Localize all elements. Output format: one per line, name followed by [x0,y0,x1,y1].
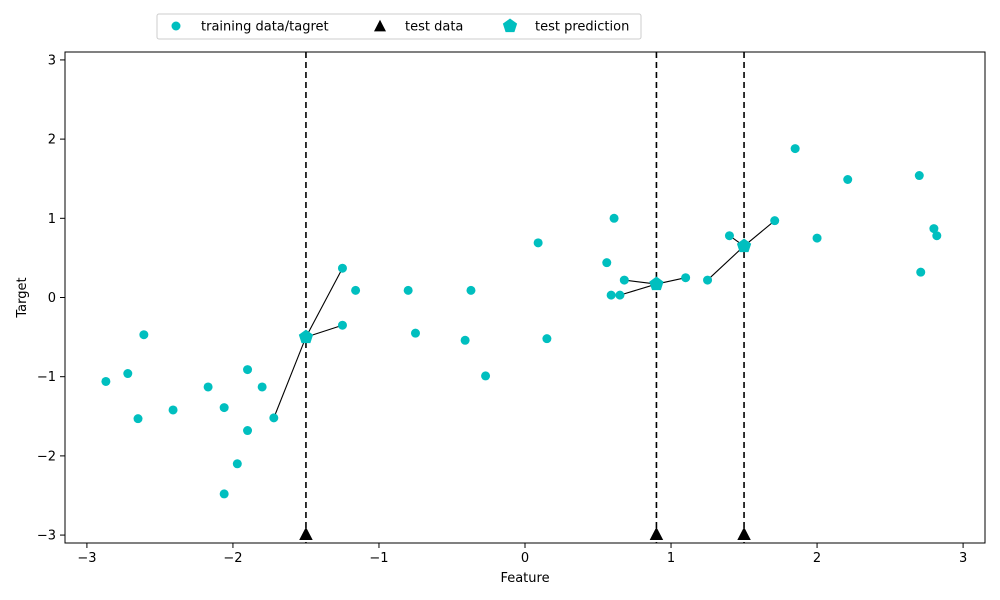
x-axis-label: Feature [500,571,549,586]
axis-ticks: −3 −2 −1 0 1 2 3 −3 −2 −1 0 1 2 3 [37,53,967,566]
x-tick-label-1: −2 [223,551,242,566]
legend-label-prediction: test prediction [535,20,629,35]
y-tick-label-1: −2 [37,449,56,464]
y-tick-label-5: 2 [48,133,56,148]
x-tick-label-3: 0 [521,551,529,566]
y-tick-label-4: 1 [48,212,56,227]
training-point-20 [481,371,491,381]
x-tick-label-0: −3 [77,551,96,566]
training-point-15 [351,285,361,295]
training-point-17 [410,328,420,338]
legend: training data/tagret test data test predic… [156,13,642,40]
axes-frame [64,51,986,544]
training-point-26 [615,290,625,300]
training-point-30 [724,231,734,241]
prediction-point-2 [736,238,752,253]
training-point-6 [219,403,229,413]
y-tick-label-3: 0 [48,291,56,306]
training-point-16 [403,285,413,295]
neighbor-link-0-0 [305,267,343,338]
training-point-37 [929,224,939,234]
training-point-22 [542,334,552,344]
legend-marker-training [171,21,181,31]
training-point-14 [337,320,347,330]
training-point-7 [219,489,229,499]
training-point-36 [916,267,926,277]
training-point-2 [133,414,143,424]
training-point-3 [139,330,149,340]
training-point-8 [232,459,242,469]
training-point-29 [703,275,713,285]
training-point-4 [168,405,178,415]
training-point-23 [602,258,612,268]
legend-label-training: training data/tagret [201,20,329,35]
test-point-0 [299,526,313,540]
y-tick-label-0: −3 [37,529,56,544]
training-point-5 [203,382,213,392]
legend-marker-test [374,19,386,32]
training-point-24 [606,290,616,300]
neighbor-link-2-1 [743,220,776,247]
training-point-12 [269,413,279,423]
y-tick-label-6: 3 [48,53,56,68]
legend-item-test: test data [374,20,463,35]
training-point-33 [812,233,822,243]
training-point-9 [243,365,253,375]
x-tick-label-6: 3 [959,551,967,566]
training-point-35 [914,171,924,181]
legend-box [156,13,642,40]
training-point-19 [466,285,476,295]
legend-item-prediction: test prediction [502,18,629,35]
training-point-13 [337,263,347,273]
training-point-0 [101,376,111,386]
training-point-34 [843,175,853,185]
plot-area [101,52,942,543]
plot-content [101,52,942,543]
x-tick-label-2: −1 [369,551,388,566]
test-point-1 [649,526,664,540]
training-point-21 [533,238,543,248]
y-axis-label: Target [15,277,30,318]
training-point-10 [243,426,253,436]
training-point-25 [609,213,619,223]
neighbor-link-1-2 [619,283,657,296]
training-point-1 [123,369,133,379]
training-point-32 [790,144,800,154]
x-tick-label-4: 1 [667,551,675,566]
neighbor-link-0-2 [273,336,307,419]
training-point-31 [770,216,780,226]
legend-marker-prediction [502,18,518,33]
y-tick-label-2: −1 [37,370,56,385]
training-point-18 [460,335,470,345]
prediction-point-1 [649,276,664,291]
legend-item-training: training data/tagret [171,20,329,35]
training-point-27 [619,275,629,285]
training-point-38 [932,231,942,241]
x-tick-label-5: 2 [813,551,821,566]
training-point-28 [681,273,691,283]
legend-label-test: test data [405,20,463,35]
test-point-2 [737,526,751,540]
prediction-point-0 [298,329,314,344]
training-point-11 [257,382,267,392]
neighbor-link-2-2 [707,245,745,281]
